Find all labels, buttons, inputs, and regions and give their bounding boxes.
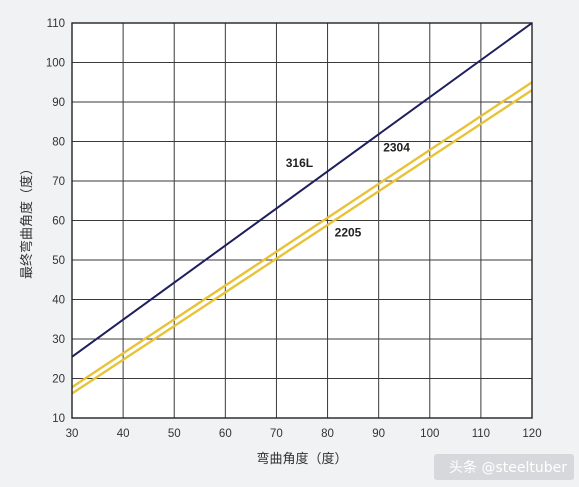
y-tick-label: 100	[46, 58, 65, 70]
x-tick-label: 60	[219, 428, 232, 440]
series-label-316l: 316L	[286, 156, 313, 170]
x-tick-label: 70	[270, 428, 283, 440]
y-tick-label: 90	[52, 97, 65, 109]
plot-frame	[71, 22, 533, 419]
y-tick-labels: 10 20 30 40 50 60 70 80 90 100 110	[46, 18, 65, 425]
y-tick-label: 60	[52, 216, 65, 228]
series-group	[71, 22, 533, 395]
series-labels: 316L 2304 2205	[286, 140, 410, 239]
y-tick-label: 30	[52, 334, 65, 346]
x-tick-label: 50	[168, 428, 181, 440]
y-tick-label: 40	[52, 295, 65, 307]
y-tick-label: 50	[52, 255, 65, 267]
watermark-text: 头条 @steeltuber	[449, 459, 567, 476]
series-line-2304	[71, 81, 533, 389]
series-label-2205: 2205	[335, 225, 362, 239]
series-line-316l	[71, 22, 533, 358]
x-axis-label: 弯曲角度（度）	[256, 451, 347, 467]
x-tick-label: 80	[321, 428, 334, 440]
x-tick-label: 30	[66, 428, 79, 440]
y-axis-label: 最终弯曲角度（度）	[19, 162, 35, 279]
grid-lines	[71, 22, 533, 419]
y-tick-label: 80	[52, 137, 65, 149]
watermark-group: 头条 @steeltuber	[434, 454, 574, 480]
x-tick-label: 90	[372, 428, 385, 440]
x-tick-label: 40	[117, 428, 130, 440]
y-tick-label: 20	[52, 374, 65, 386]
watermark-backdrop	[434, 454, 574, 480]
x-tick-labels: 30 40 50 60 70 80 90 100 110 120	[66, 428, 542, 440]
x-tick-label: 100	[420, 428, 439, 440]
x-tick-label: 120	[522, 428, 541, 440]
y-tick-label: 10	[52, 413, 65, 425]
x-tick-label: 110	[472, 428, 490, 440]
y-tick-label: 70	[52, 176, 65, 188]
y-tick-label: 110	[47, 18, 65, 30]
series-label-2304: 2304	[383, 140, 410, 154]
series-line-2205	[71, 89, 533, 395]
